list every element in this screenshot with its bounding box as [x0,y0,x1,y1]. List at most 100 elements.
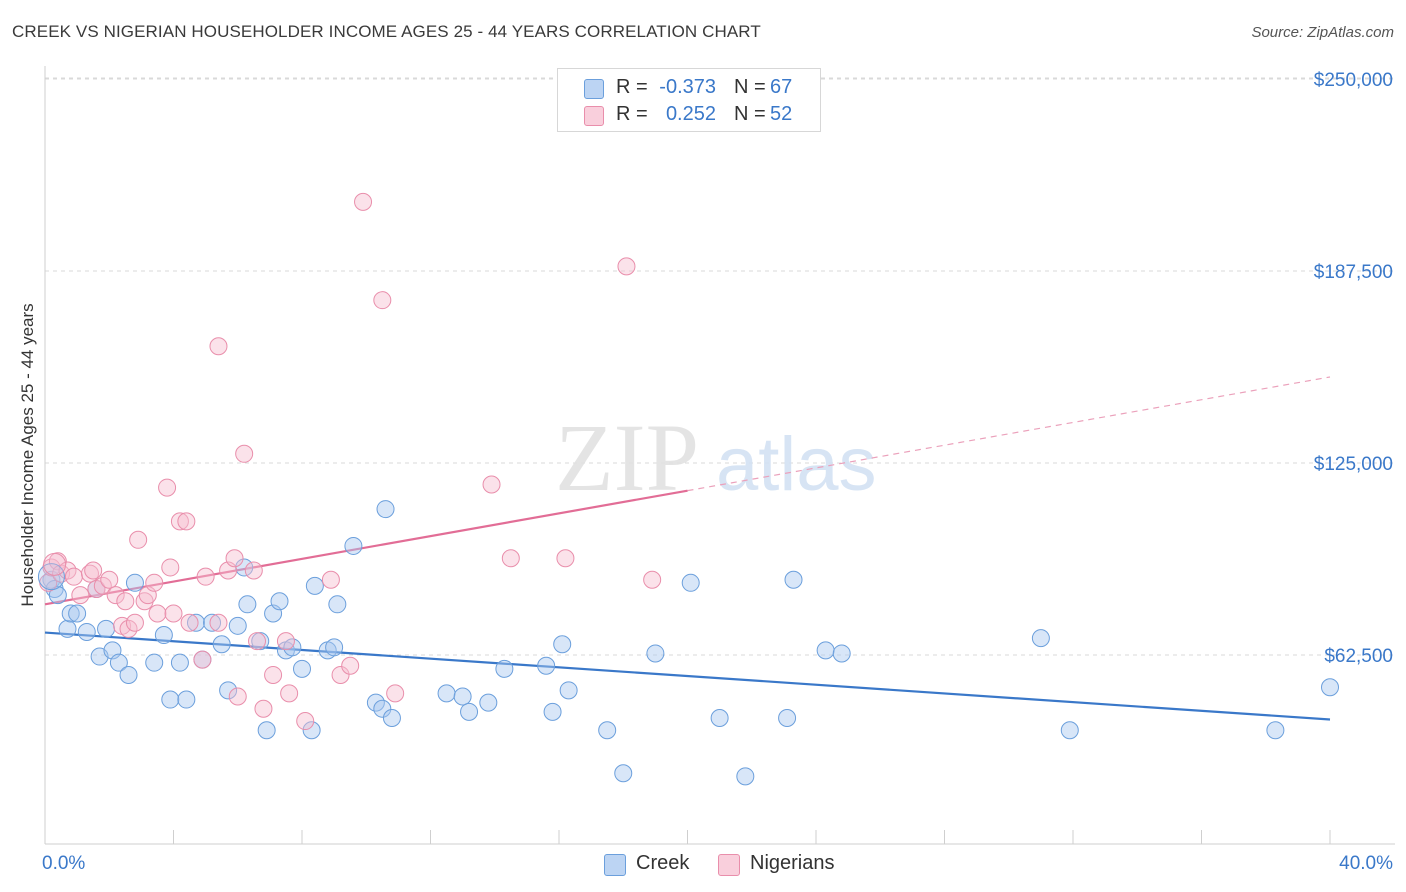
creek-point [710,708,729,727]
nigerians-point [170,512,189,531]
creek-point [736,767,755,786]
creek-point [1060,721,1079,740]
creek-point [344,536,363,555]
creek-point [61,604,80,623]
nigerians-point [106,586,125,605]
legend-row-creek: R = -0.373 N = 67 [558,73,820,101]
nigerians-point [296,712,315,731]
creek-point [460,702,479,721]
creek-point [832,644,851,663]
x-tick-label: 40.0% [1339,853,1393,874]
nigerians-point [244,561,263,580]
source-label: Source: ZipAtlas.com [1251,24,1394,41]
nigerians-point [280,684,299,703]
creek-point [186,613,205,632]
nigerians-point [196,567,215,586]
creek-point [1321,678,1339,697]
creek-point [495,659,514,678]
chart-title: CREEK VS NIGERIAN HOUSEHOLDER INCOME AGE… [12,22,761,41]
nigerians-point [177,512,196,531]
creek-point [170,653,189,672]
nigerians-point [235,444,254,463]
nigerians-point [209,337,228,356]
y-tick-label: $250,000 [1314,70,1393,91]
nigerians-point [209,613,228,632]
legend-swatch-nigerians [718,854,740,876]
creek-point [328,595,347,614]
legend-swatch-nigerians [584,106,604,126]
creek-point [1266,721,1285,740]
nigerians-point [276,632,295,651]
creek-point [614,764,633,783]
legend-n-label: N = [734,103,766,125]
creek-point [77,622,96,641]
nigerians-point [193,650,212,669]
creek-point [437,684,456,703]
nigerians-point [71,586,90,605]
nigerians-point [228,687,247,706]
creek-point [373,699,392,718]
creek-point [784,570,803,589]
nigerians-point [158,478,177,497]
y-tick-label: $187,500 [1314,262,1393,283]
creek-point [1031,629,1050,648]
nigerians-point [248,632,267,651]
creek-point [553,635,572,654]
creek-point [543,702,562,721]
nigerians-point [145,573,164,592]
nigerians-point [643,570,662,589]
creek-point [177,690,196,709]
axes [44,66,1395,845]
creek-point [376,500,395,519]
creek-point [778,708,797,727]
y-tick-label: $62,500 [1324,646,1393,667]
nigerians-point [373,291,392,310]
nigerians-cluster-point [43,552,67,576]
legend-label-nigerians: Nigerians [750,852,835,874]
creek-point [325,638,344,657]
nigerians-point [80,564,99,583]
creek-point [48,586,67,605]
creek-point [154,626,173,645]
creek-point [58,619,77,638]
creek-point [109,653,128,672]
y-tick-label: $125,000 [1314,454,1393,475]
legend-r-label: R = [616,103,648,125]
nigerians-point [482,475,501,494]
nigerians-trend-line [44,489,688,606]
creek-point [537,656,556,675]
creek-point [305,576,324,595]
data-points [37,192,1339,786]
nigerians-point [164,604,183,623]
nigerians-point [386,684,405,703]
creek-point [293,659,311,678]
creek-point [816,641,835,660]
creek-point [302,721,321,740]
creek-point [681,573,700,592]
nigerians-point [321,570,340,589]
watermark-zip: ZIP [555,404,699,511]
legend-r-value: 0.252 [665,103,716,125]
watermark-atlas: atlas [716,422,877,507]
creek-point [161,690,180,709]
nigerians-point [617,257,636,276]
nigerians-point [354,192,373,211]
x-tick-label: 0.0% [42,853,85,874]
creek-point [97,619,116,638]
nigerians-point [501,549,520,568]
creek-point [479,693,498,712]
legend-n-value: 52 [770,103,793,125]
nigerians-point [148,604,167,623]
creek-point [203,613,222,632]
nigerians-point [556,549,575,568]
nigerians-point [129,530,148,549]
creek-point [270,592,289,611]
creek-point [228,616,247,635]
creek-point [238,595,257,614]
nigerians-point [225,549,244,568]
nigerians-point [100,570,119,589]
correlation-legend: R = -0.373 N = 67 R = 0.252 N = 52 [557,68,821,132]
nigerians-point [254,699,273,718]
legend-n-label: N = [734,76,766,98]
